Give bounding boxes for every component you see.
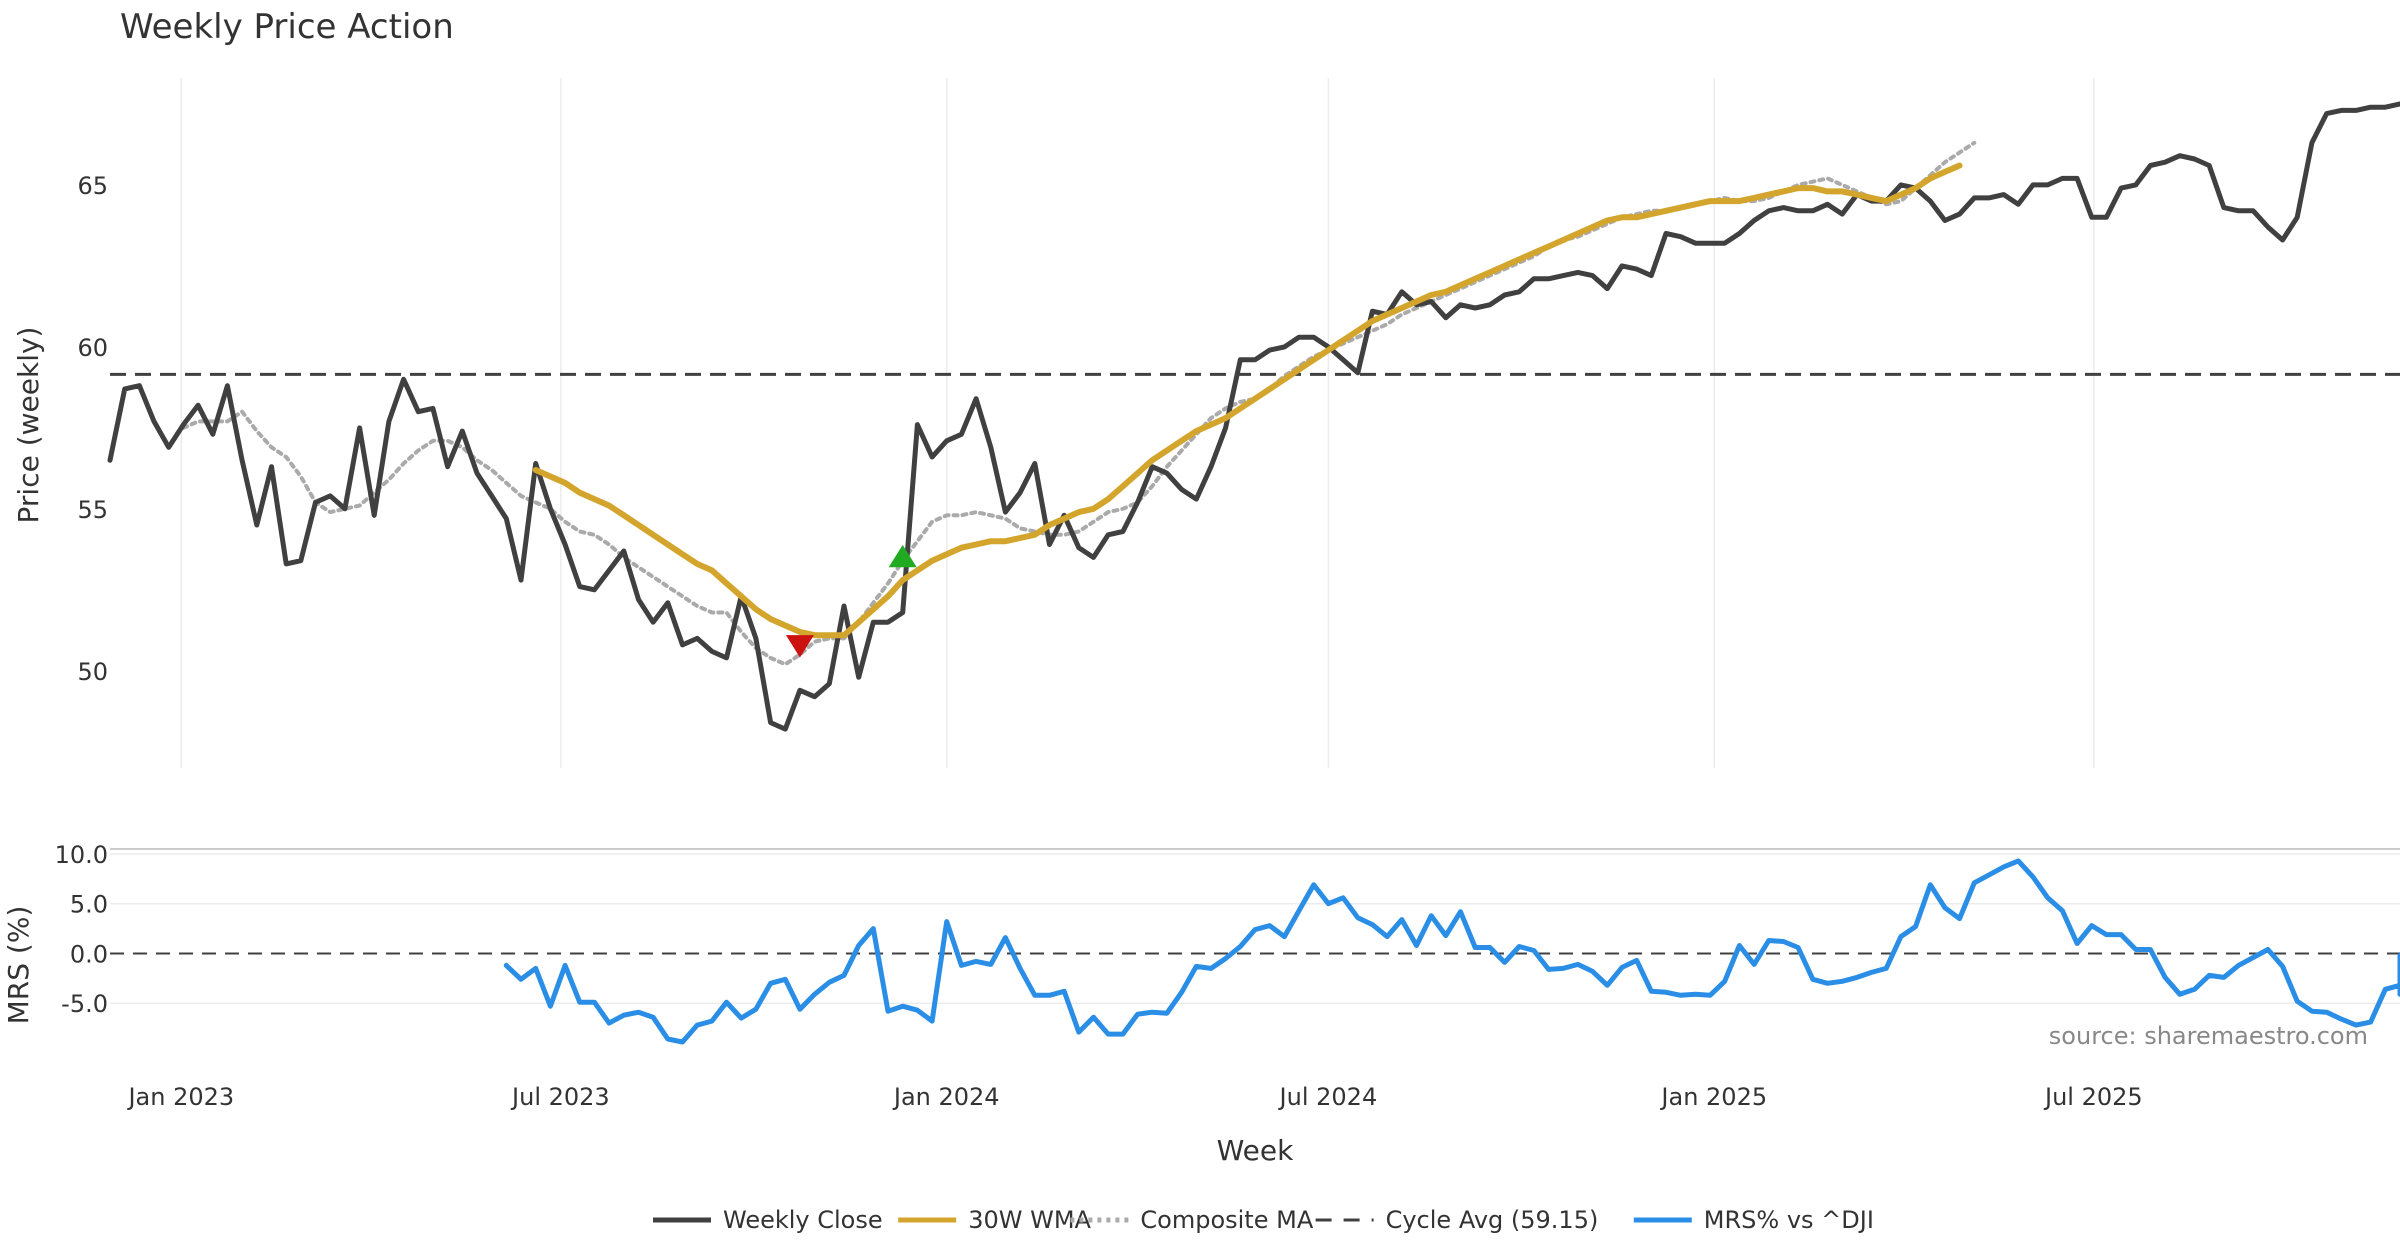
x-tick-jan-2024: Jan 2024 [892,1083,1000,1111]
price-gridlines [180,78,2095,768]
x-tick-jul-2024: Jul 2024 [1278,1083,1378,1111]
x-axis-ticks: Jan 2023 Jul 2023 Jan 2024 Jul 2024 Jan 2025… [126,1083,2142,1111]
source-text: source: sharemaestro.com [2049,1022,2368,1050]
x-tick-jul-2023: Jul 2023 [510,1083,610,1111]
mrs-y-tick-5-0: -5.0 [61,990,108,1018]
series-30w-wma [532,162,1963,639]
chart-title: Weekly Price Action [120,7,454,47]
legend-label-weekly-close: Weekly Close [723,1206,883,1234]
price-series [107,101,2400,732]
series-mrs-vs-dji [503,858,2400,1045]
mrs-y-tick-10-0: 10.0 [55,841,108,869]
buy-signal-marker [888,544,917,568]
legend: Weekly Close 30W WMA Composite MA Cycle Avg… [653,1206,1874,1234]
sell-signal-marker [785,635,814,658]
x-tick-jan-2023: Jan 2023 [126,1083,234,1111]
series-composite-ma [181,140,1977,667]
legend-item-cycle-avg-59-15: Cycle Avg (59.15) [1315,1206,1599,1234]
legend-label-cycle-avg-59-15: Cycle Avg (59.15) [1386,1206,1599,1234]
series-weekly-close [107,101,2400,732]
legend-label-composite-ma: Composite MA [1140,1206,1313,1234]
mrs-panel: 10.0 5.0 0.0 -5.0 MRS (%) source: sharemaes… [2,841,2400,1050]
mrs-y-tick-5-0: 5.0 [70,891,108,919]
price-y-tick-55: 55 [77,496,108,524]
mrs-series [503,858,2400,1045]
x-tick-jan-2025: Jan 2025 [1659,1083,1767,1111]
price-y-ticks: 50 55 60 65 [77,172,108,686]
price-y-axis-label: Price (weekly) [12,327,45,524]
legend-item-mrs-vs-dji: MRS% vs ^DJI [1633,1206,1874,1234]
signal-markers [785,544,917,658]
price-panel: 50 55 60 65 Price (weekly) [12,78,2400,768]
x-tick-jul-2025: Jul 2025 [2043,1083,2143,1111]
legend-label-mrs-vs-dji: MRS% vs ^DJI [1704,1206,1874,1234]
price-y-tick-50: 50 [77,658,108,686]
legend-item-weekly-close: Weekly Close [653,1206,883,1234]
x-axis-label: Week [1217,1134,1294,1167]
mrs-y-tick-0-0: 0.0 [70,940,108,968]
mrs-gridlines [110,853,2400,1004]
price-y-tick-60: 60 [77,334,108,362]
mrs-y-axis-label: MRS (%) [2,906,35,1025]
legend-item-30w-wma: 30W WMA [898,1206,1092,1234]
legend-item-composite-ma: Composite MA [1070,1206,1314,1234]
mrs-y-ticks: 10.0 5.0 0.0 -5.0 [55,841,108,1018]
price-y-tick-65: 65 [77,172,108,200]
